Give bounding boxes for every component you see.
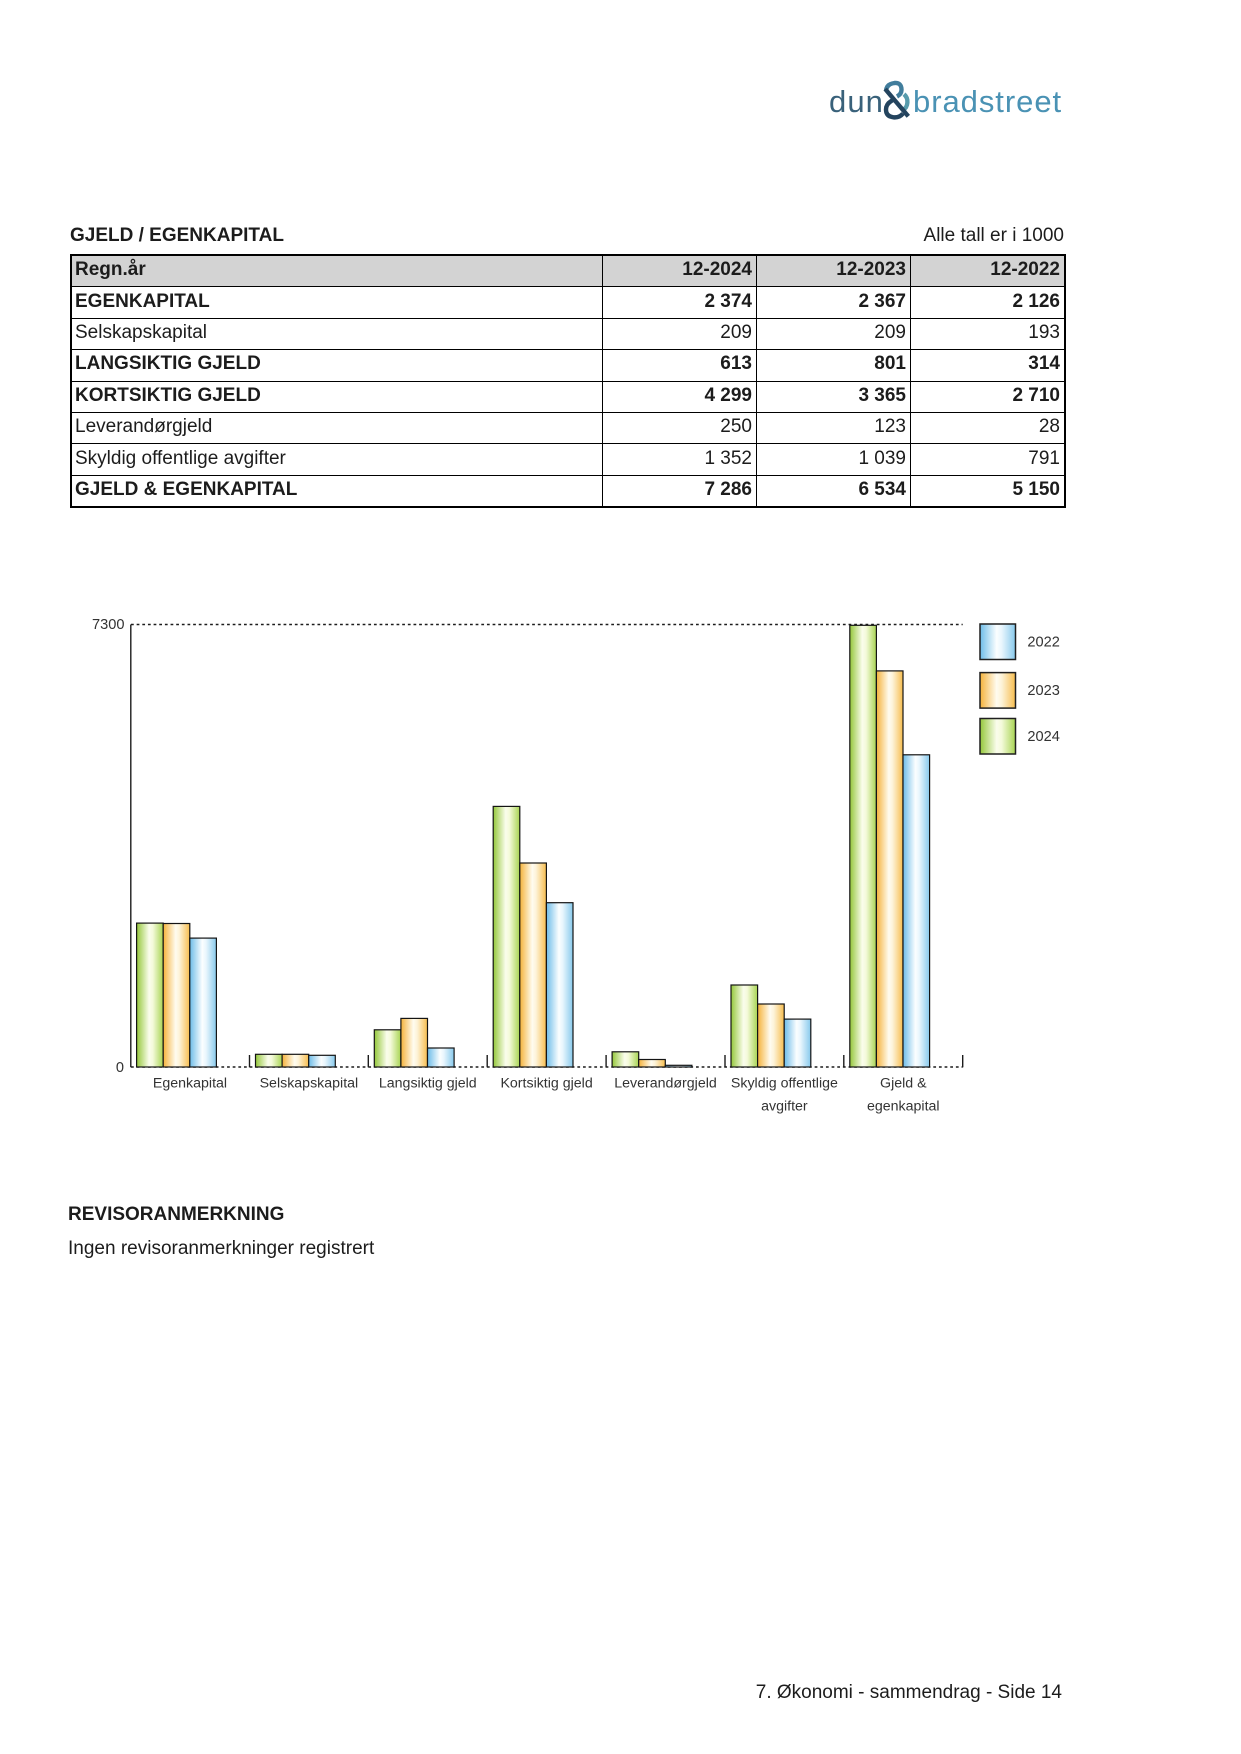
- svg-text:avgifter: avgifter: [761, 1099, 808, 1115]
- svg-text:Kortsiktig gjeld: Kortsiktig gjeld: [500, 1076, 592, 1092]
- svg-text:0: 0: [116, 1060, 124, 1076]
- svg-text:Gjeld &: Gjeld &: [880, 1076, 927, 1092]
- svg-text:2023: 2023: [1027, 683, 1059, 699]
- svg-text:Selskapskapital: Selskapskapital: [260, 1076, 359, 1092]
- svg-text:Langsiktig gjeld: Langsiktig gjeld: [379, 1076, 477, 1092]
- svg-text:7300: 7300: [92, 617, 124, 633]
- svg-text:Leverandørgjeld: Leverandørgjeld: [614, 1076, 717, 1092]
- svg-text:Egenkapital: Egenkapital: [153, 1076, 227, 1092]
- svg-text:egenkapital: egenkapital: [867, 1099, 940, 1115]
- svg-text:2024: 2024: [1027, 729, 1059, 745]
- svg-text:Skyldig offentlige: Skyldig offentlige: [731, 1076, 838, 1092]
- svg-text:2022: 2022: [1027, 635, 1059, 651]
